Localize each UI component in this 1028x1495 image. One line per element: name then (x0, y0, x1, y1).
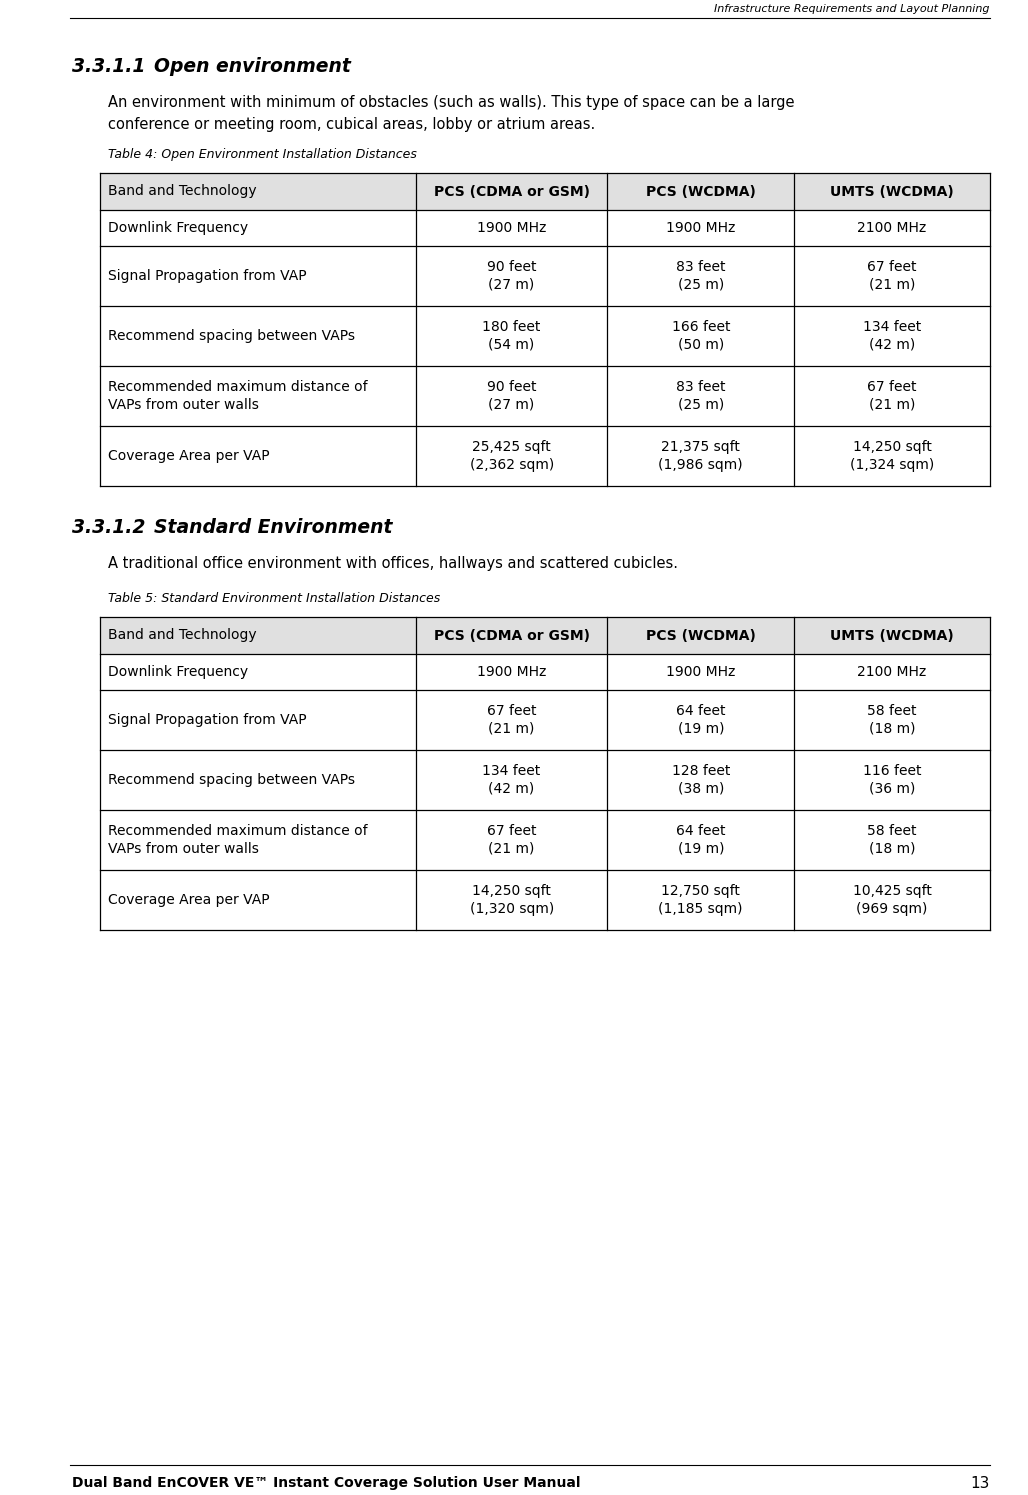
Text: An environment with minimum of obstacles (such as walls). This type of space can: An environment with minimum of obstacles… (108, 96, 795, 111)
Text: (38 m): (38 m) (677, 782, 724, 795)
Text: 3.3.1.2: 3.3.1.2 (72, 517, 145, 537)
Text: (19 m): (19 m) (677, 842, 724, 857)
Bar (100, 209, 990, 247)
Text: (1,986 sqm): (1,986 sqm) (659, 457, 743, 472)
Text: 1900 MHz: 1900 MHz (477, 221, 546, 235)
Text: Signal Propagation from VAP: Signal Propagation from VAP (108, 713, 306, 727)
Text: 90 feet: 90 feet (487, 380, 537, 395)
Text: 14,250 sqft: 14,250 sqft (852, 440, 931, 454)
Text: 67 feet: 67 feet (868, 260, 917, 274)
Text: 90 feet: 90 feet (487, 260, 537, 274)
Text: (1,324 sqm): (1,324 sqm) (850, 457, 934, 472)
Text: Table 4: Open Environment Installation Distances: Table 4: Open Environment Installation D… (108, 148, 417, 161)
Text: (18 m): (18 m) (869, 722, 915, 736)
Bar (100, 870, 990, 930)
Text: PCS (WCDMA): PCS (WCDMA) (646, 184, 756, 199)
Bar (100, 173, 990, 209)
Text: VAPs from outer walls: VAPs from outer walls (108, 398, 259, 413)
Text: Band and Technology: Band and Technology (108, 628, 257, 643)
Text: Dual Band EnCOVER VE™ Instant Coverage Solution User Manual: Dual Band EnCOVER VE™ Instant Coverage S… (72, 1476, 581, 1491)
Text: PCS (CDMA or GSM): PCS (CDMA or GSM) (434, 184, 590, 199)
Text: 12,750 sqft: 12,750 sqft (661, 884, 740, 898)
Bar (100, 750, 990, 810)
Text: (27 m): (27 m) (488, 398, 535, 413)
Text: (1,320 sqm): (1,320 sqm) (470, 901, 554, 916)
Text: Downlink Frequency: Downlink Frequency (108, 221, 248, 235)
Bar (100, 247, 990, 306)
Text: Coverage Area per VAP: Coverage Area per VAP (108, 893, 269, 907)
Text: 134 feet: 134 feet (482, 764, 541, 777)
Text: UMTS (WCDMA): UMTS (WCDMA) (831, 628, 954, 643)
Text: Infrastructure Requirements and Layout Planning: Infrastructure Requirements and Layout P… (714, 4, 990, 13)
Text: 25,425 sqft: 25,425 sqft (472, 440, 551, 454)
Text: (54 m): (54 m) (488, 338, 535, 351)
Text: VAPs from outer walls: VAPs from outer walls (108, 842, 259, 857)
Text: Table 5: Standard Environment Installation Distances: Table 5: Standard Environment Installati… (108, 592, 440, 605)
Text: 166 feet: 166 feet (671, 320, 730, 333)
Text: conference or meeting room, cubical areas, lobby or atrium areas.: conference or meeting room, cubical area… (108, 117, 595, 132)
Text: 2100 MHz: 2100 MHz (857, 221, 926, 235)
Text: Standard Environment: Standard Environment (154, 517, 393, 537)
Text: 1900 MHz: 1900 MHz (666, 665, 735, 679)
Text: 1900 MHz: 1900 MHz (477, 665, 546, 679)
Text: 64 feet: 64 feet (676, 824, 726, 839)
Text: 21,375 sqft: 21,375 sqft (661, 440, 740, 454)
Text: (25 m): (25 m) (677, 398, 724, 413)
Text: UMTS (WCDMA): UMTS (WCDMA) (831, 184, 954, 199)
Text: Downlink Frequency: Downlink Frequency (108, 665, 248, 679)
Text: Recommended maximum distance of: Recommended maximum distance of (108, 380, 368, 395)
Bar (100, 306, 990, 366)
Text: (19 m): (19 m) (677, 722, 724, 736)
Text: 3.3.1.1: 3.3.1.1 (72, 57, 145, 76)
Text: (42 m): (42 m) (488, 782, 535, 795)
Text: 1900 MHz: 1900 MHz (666, 221, 735, 235)
Text: 67 feet: 67 feet (868, 380, 917, 395)
Text: 134 feet: 134 feet (862, 320, 921, 333)
Bar (100, 366, 990, 426)
Text: (2,362 sqm): (2,362 sqm) (470, 457, 554, 472)
Text: (50 m): (50 m) (677, 338, 724, 351)
Text: A traditional office environment with offices, hallways and scattered cubicles.: A traditional office environment with of… (108, 556, 678, 571)
Text: (1,185 sqm): (1,185 sqm) (659, 901, 743, 916)
Text: (21 m): (21 m) (869, 398, 915, 413)
Text: 58 feet: 58 feet (868, 824, 917, 839)
Text: Coverage Area per VAP: Coverage Area per VAP (108, 448, 269, 463)
Text: Open environment: Open environment (154, 57, 351, 76)
Text: Recommended maximum distance of: Recommended maximum distance of (108, 824, 368, 839)
Text: 180 feet: 180 feet (482, 320, 541, 333)
Text: 64 feet: 64 feet (676, 704, 726, 718)
Text: (18 m): (18 m) (869, 842, 915, 857)
Text: (21 m): (21 m) (488, 842, 535, 857)
Text: Signal Propagation from VAP: Signal Propagation from VAP (108, 269, 306, 283)
Text: 67 feet: 67 feet (487, 704, 537, 718)
Text: 14,250 sqft: 14,250 sqft (472, 884, 551, 898)
Text: 10,425 sqft: 10,425 sqft (852, 884, 931, 898)
Text: PCS (WCDMA): PCS (WCDMA) (646, 628, 756, 643)
Bar (100, 617, 990, 653)
Text: 83 feet: 83 feet (676, 260, 726, 274)
Text: (25 m): (25 m) (677, 278, 724, 292)
Text: Recommend spacing between VAPs: Recommend spacing between VAPs (108, 773, 355, 786)
Text: PCS (CDMA or GSM): PCS (CDMA or GSM) (434, 628, 590, 643)
Text: (21 m): (21 m) (488, 722, 535, 736)
Text: (969 sqm): (969 sqm) (856, 901, 928, 916)
Text: 128 feet: 128 feet (671, 764, 730, 777)
Text: (36 m): (36 m) (869, 782, 915, 795)
Bar (100, 691, 990, 750)
Text: Recommend spacing between VAPs: Recommend spacing between VAPs (108, 329, 355, 342)
Bar (100, 426, 990, 486)
Text: 116 feet: 116 feet (862, 764, 921, 777)
Text: 83 feet: 83 feet (676, 380, 726, 395)
Text: 67 feet: 67 feet (487, 824, 537, 839)
Text: (42 m): (42 m) (869, 338, 915, 351)
Text: 58 feet: 58 feet (868, 704, 917, 718)
Text: (27 m): (27 m) (488, 278, 535, 292)
Text: 13: 13 (970, 1476, 990, 1491)
Text: 2100 MHz: 2100 MHz (857, 665, 926, 679)
Text: (21 m): (21 m) (869, 278, 915, 292)
Bar (100, 653, 990, 691)
Bar (100, 810, 990, 870)
Text: Band and Technology: Band and Technology (108, 184, 257, 199)
